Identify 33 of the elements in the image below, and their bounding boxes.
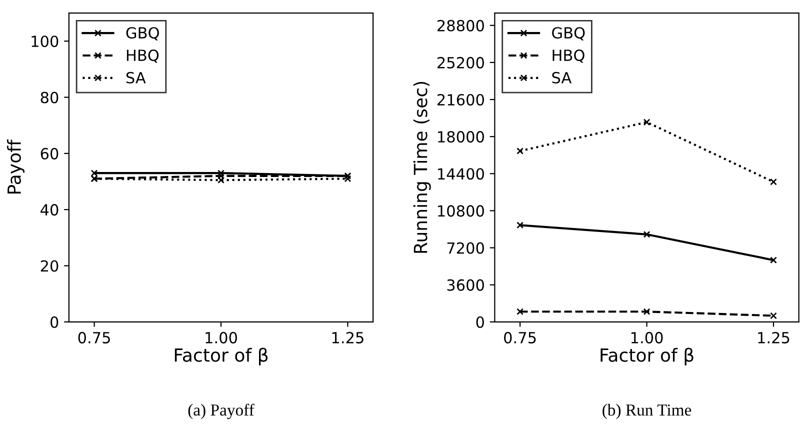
y-tick-label: 80 <box>40 92 58 104</box>
y-tick-label: 3600 <box>447 279 484 291</box>
y-tick-label: 25200 <box>438 56 484 68</box>
x-tick-label: 0.75 <box>78 332 110 344</box>
legend-label: GBQ <box>552 27 585 40</box>
x-axis-title: Factor of β <box>600 348 694 366</box>
y-tick-label: 14400 <box>438 168 484 180</box>
x-tick-label: 1.00 <box>631 332 663 344</box>
x-axis-title: Factor of β <box>174 348 268 366</box>
legend-label: GBQ <box>126 27 159 40</box>
y-axis-title: Running Time (sec) <box>413 82 431 253</box>
y-axis-title: Payoff <box>7 139 24 194</box>
y-tick-label: 10800 <box>438 205 484 217</box>
x-tick-label: 1.25 <box>758 332 790 344</box>
y-tick-label: 18000 <box>438 131 484 143</box>
y-tick-label: 28800 <box>438 20 484 32</box>
y-tick-label: 20 <box>40 260 58 272</box>
text: (b) Run Time <box>602 404 692 420</box>
legend-label: SA <box>552 72 572 84</box>
y-tick-label: 100 <box>32 36 58 48</box>
y-tick-label: 7200 <box>447 242 484 254</box>
text: (a) Payoff <box>188 404 254 420</box>
legend-label: SA <box>126 72 146 84</box>
y-tick-label: 21600 <box>438 94 484 106</box>
y-tick-label: 40 <box>40 204 58 216</box>
y-tick-label: 60 <box>40 148 58 160</box>
legend-label: HBQ <box>552 49 584 63</box>
legend-label: HBQ <box>126 49 159 63</box>
y-tick-label: 0 <box>476 316 484 328</box>
y-tick-label: 0 <box>50 316 58 328</box>
x-tick-label: 1.25 <box>332 332 364 344</box>
x-tick-label: 0.75 <box>504 332 536 344</box>
x-tick-label: 1.00 <box>206 332 237 344</box>
